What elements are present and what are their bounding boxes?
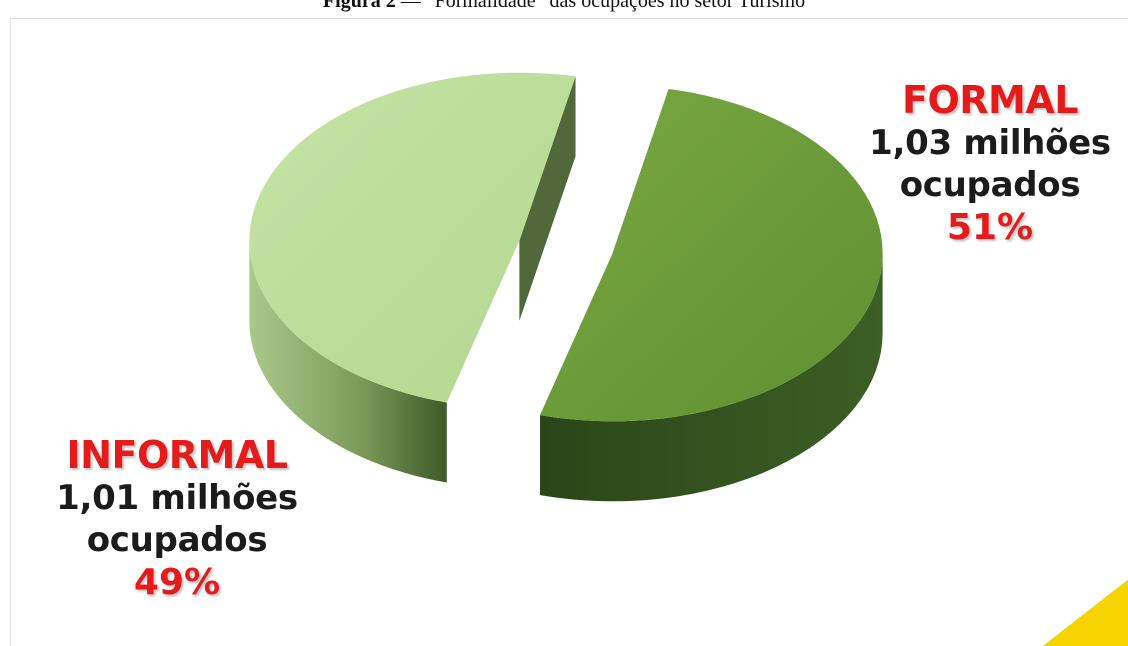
- slice-name-informal: INFORMAL: [66, 433, 288, 477]
- caption-text: — “Formalidade” das ocupações no setor T…: [395, 0, 806, 12]
- slice-top-informal: [249, 72, 576, 403]
- pie-chart: [249, 72, 883, 502]
- slice-side-formal: [540, 253, 883, 502]
- slice-percent-formal: 51%: [946, 207, 1034, 249]
- slice-unit-informal: ocupados: [86, 519, 268, 560]
- pie-slice-formal: [540, 88, 883, 502]
- slice-cut-face-informal: [519, 76, 576, 321]
- figure-caption: Figura 2 — “Formalidade” das ocupações n…: [0, 0, 1128, 13]
- caption-prefix: Figura 2: [322, 0, 396, 12]
- slice-top-formal: [540, 88, 883, 422]
- pie-slice-informal: [249, 72, 576, 483]
- chart-panel: FORMAL 1,03 milhões ocupados 51% INFORMA…: [10, 18, 1128, 646]
- pie-slices: [249, 72, 883, 502]
- slice-unit-formal: ocupados: [899, 164, 1081, 205]
- corner-accent-shape: [1039, 571, 1128, 646]
- slice-label-formal: FORMAL 1,03 milhões ocupados 51%: [855, 77, 1125, 250]
- slice-name-formal: FORMAL: [902, 78, 1078, 122]
- slice-label-informal: INFORMAL 1,01 milhões ocupados 49%: [27, 432, 327, 605]
- slice-percent-informal: 49%: [133, 562, 221, 604]
- slice-count-formal: 1,03 milhões: [869, 123, 1111, 164]
- slice-count-informal: 1,01 milhões: [56, 478, 298, 519]
- slice-side-informal: [249, 240, 447, 483]
